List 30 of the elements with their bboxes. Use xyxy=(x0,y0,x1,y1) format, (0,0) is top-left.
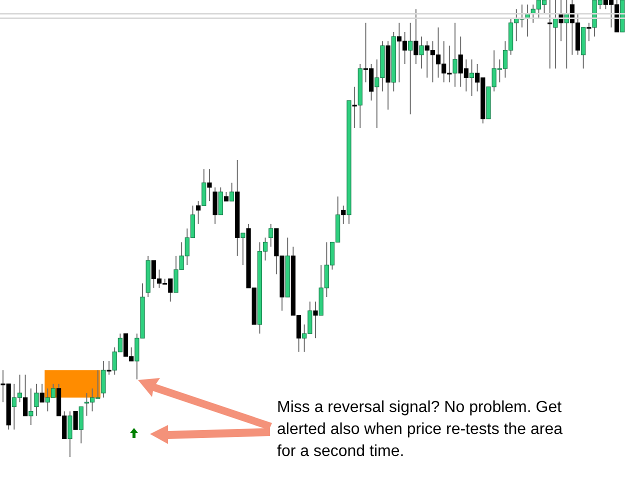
candlestick xyxy=(40,383,44,403)
candlestick xyxy=(207,168,212,202)
candlestick xyxy=(196,200,201,224)
candlestick xyxy=(229,182,234,202)
candlestick xyxy=(68,410,72,457)
candlestick xyxy=(419,36,424,70)
candlestick xyxy=(34,383,39,416)
candlestick xyxy=(586,22,592,42)
candlestick xyxy=(313,301,318,339)
candlestick xyxy=(106,360,112,376)
candlestick xyxy=(240,232,246,266)
candlestick xyxy=(23,374,28,416)
candlestick xyxy=(218,186,223,216)
candlestick xyxy=(452,22,458,88)
candlestick xyxy=(352,86,357,128)
candlestick xyxy=(224,191,229,202)
candlestick xyxy=(341,205,346,224)
candlestick xyxy=(469,58,474,96)
candlestick xyxy=(73,411,78,430)
candlestick xyxy=(408,22,413,115)
annotation: Miss a reversal signal? No problem. Get alerted also when price re-tests the area for a second time. xyxy=(277,398,564,462)
candlestick xyxy=(414,8,418,64)
candlestick xyxy=(202,168,206,206)
candlestick xyxy=(548,0,552,70)
candlestick xyxy=(78,406,84,444)
candlestick xyxy=(101,360,106,398)
candlestick xyxy=(212,186,218,224)
candlestick xyxy=(553,0,558,70)
candlestick xyxy=(28,388,34,426)
candlestick xyxy=(268,223,274,248)
